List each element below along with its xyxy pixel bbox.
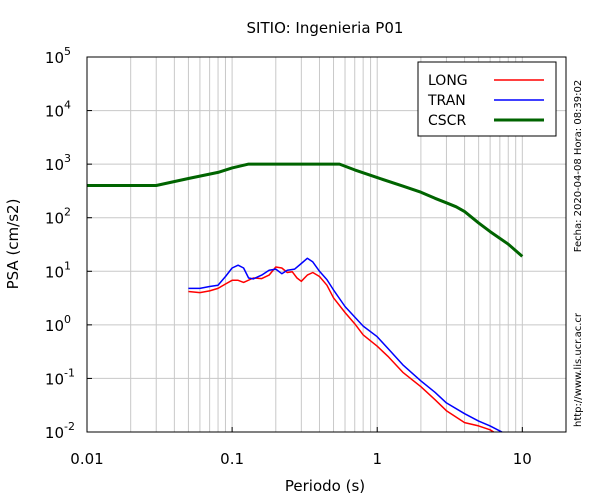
y-tick-mantissa: 10 [45,156,64,174]
y-tick-mantissa: 10 [45,49,64,67]
y-tick-exponent: 3 [64,152,71,165]
legend-items: LONG TRAN CSCR [427,73,544,129]
legend: LONG TRAN CSCR [417,61,557,137]
y-tick-label: 10 [45,103,64,121]
y-tick-exponent: -1 [64,366,75,379]
series-line-cscr [87,162,524,258]
series-line-tran [188,257,503,433]
y-tick-label: 10 [45,156,64,174]
y-tick-exponent: 2 [64,206,71,219]
y-tick-mantissa: 10 [45,424,64,442]
x-tick-label: 0.01 [70,450,103,468]
y-tick-exponent: 0 [64,313,71,326]
legend-label-cscr: CSCR [428,113,466,129]
url-annotation: http://www.lis.ucr.ac.cr [573,312,584,427]
date-annotation: Fecha: 2020-04-08 Hora: 08:39:02 [573,80,584,253]
y-tick-label: 10 [45,424,64,442]
series-layer [87,162,524,433]
y-tick-label: 10 [45,317,64,335]
y-axis-label: PSA (cm/s2) [4,199,22,290]
x-tick-label: 1 [372,450,382,468]
plot-frame [86,56,567,433]
x-tick-label: 10 [513,450,532,468]
y-tick-mantissa: 10 [45,317,64,335]
y-tick-mantissa: 10 [45,210,64,228]
y-tick-label: 10 [45,370,64,388]
y-tick-mantissa: 10 [45,103,64,121]
x-axis-label: Periodo (s) [285,477,365,495]
legend-box [417,61,557,137]
y-tick-label: 10 [45,49,64,67]
y-tick-label: 10 [45,263,64,281]
chart-title: SITIO: Ingenieria P01 [247,19,404,37]
x-tick-labels: 0.01 0.1 1 10 [70,427,532,468]
legend-label-tran: TRAN [427,93,466,109]
y-tick-exponent: 4 [64,99,71,112]
y-tick-mantissa: 10 [45,263,64,281]
legend-label-long: LONG [428,73,468,89]
y-tick-exponent: 1 [64,259,71,272]
y-tick-mantissa: 10 [45,370,64,388]
x-tick-label: 0.1 [220,450,244,468]
y-tick-exponent: 5 [64,45,71,58]
grid [87,57,566,432]
y-tick-exponent: -2 [64,420,75,433]
y-tick-label: 10 [45,210,64,228]
series-line-long [188,266,495,433]
